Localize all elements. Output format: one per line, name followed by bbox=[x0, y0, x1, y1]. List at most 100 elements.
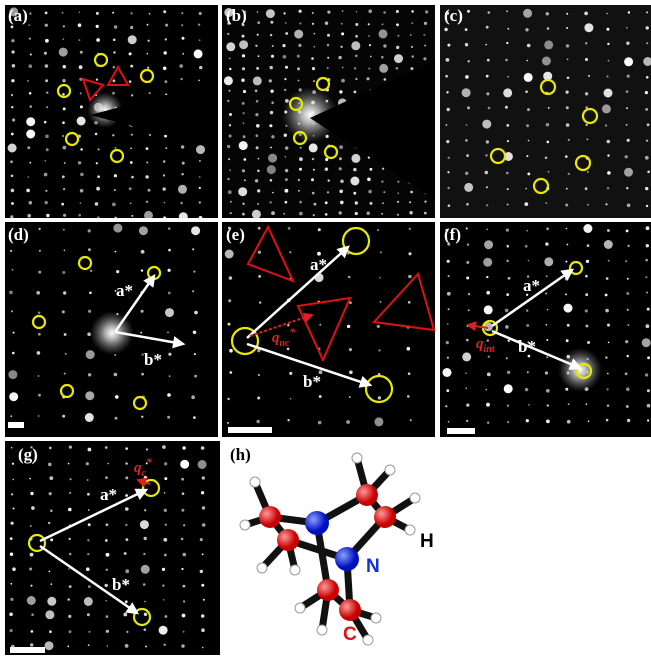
spot bbox=[547, 107, 550, 109]
spot bbox=[627, 244, 630, 247]
spot bbox=[67, 598, 70, 601]
spot bbox=[626, 354, 629, 358]
spot bbox=[161, 567, 166, 572]
spot bbox=[141, 372, 145, 376]
spot bbox=[467, 309, 470, 312]
spot bbox=[125, 569, 130, 574]
spot bbox=[11, 50, 15, 54]
spot bbox=[626, 292, 630, 295]
spot bbox=[485, 388, 488, 391]
spot bbox=[465, 372, 467, 375]
central-beam bbox=[282, 87, 338, 143]
spot bbox=[545, 275, 548, 278]
spot bbox=[125, 507, 129, 511]
spot bbox=[641, 338, 651, 348]
spot bbox=[144, 509, 147, 512]
spot bbox=[9, 537, 13, 540]
spot bbox=[242, 89, 247, 94]
spot bbox=[193, 49, 203, 59]
spot bbox=[285, 65, 288, 69]
spot bbox=[351, 41, 361, 51]
spot bbox=[447, 275, 450, 278]
spot bbox=[396, 213, 399, 216]
spot bbox=[95, 162, 98, 165]
spot bbox=[624, 155, 628, 159]
spot bbox=[11, 79, 15, 83]
spot bbox=[645, 226, 650, 231]
spot bbox=[257, 373, 260, 377]
spot bbox=[447, 242, 451, 246]
spot bbox=[487, 355, 490, 358]
spot bbox=[565, 106, 569, 110]
spot bbox=[466, 338, 469, 342]
triangle bbox=[106, 64, 130, 86]
spot bbox=[524, 202, 529, 207]
spot bbox=[28, 200, 33, 205]
spot bbox=[62, 65, 66, 69]
spot bbox=[296, 54, 300, 58]
spot bbox=[507, 75, 510, 78]
spot bbox=[313, 45, 316, 48]
spot bbox=[383, 11, 386, 14]
spot bbox=[145, 147, 149, 151]
spot bbox=[87, 492, 90, 496]
spot bbox=[525, 293, 529, 296]
spot bbox=[486, 275, 489, 279]
spot bbox=[104, 583, 108, 588]
spot bbox=[162, 174, 166, 177]
spot bbox=[587, 341, 591, 344]
spot bbox=[130, 133, 133, 136]
spot bbox=[646, 42, 649, 45]
panel-label: (h) bbox=[230, 445, 251, 464]
spot bbox=[181, 24, 184, 27]
spot bbox=[181, 36, 185, 40]
spot bbox=[377, 229, 380, 232]
spot bbox=[486, 228, 489, 231]
spot bbox=[327, 33, 330, 37]
spot bbox=[26, 596, 36, 605]
spot bbox=[645, 26, 649, 30]
spot bbox=[545, 12, 549, 16]
spot bbox=[327, 179, 330, 182]
spot bbox=[229, 67, 232, 71]
spot bbox=[48, 570, 51, 573]
spot bbox=[507, 339, 510, 342]
spot bbox=[350, 176, 360, 186]
spot bbox=[64, 352, 67, 355]
spot bbox=[139, 520, 149, 530]
spot bbox=[80, 148, 83, 151]
spot bbox=[645, 186, 649, 191]
q-label: qc* bbox=[134, 455, 153, 479]
spot bbox=[466, 154, 469, 158]
panel-label: (c) bbox=[444, 6, 463, 25]
spot bbox=[467, 9, 470, 13]
spot bbox=[97, 216, 100, 219]
spot bbox=[625, 90, 629, 93]
spot bbox=[201, 583, 205, 587]
spot bbox=[353, 191, 357, 195]
spot bbox=[130, 12, 133, 15]
spot bbox=[229, 169, 231, 172]
spot bbox=[411, 55, 415, 58]
spot bbox=[124, 582, 127, 586]
spot bbox=[125, 462, 128, 465]
spot bbox=[607, 259, 610, 262]
spot bbox=[506, 41, 509, 45]
spot bbox=[626, 203, 631, 208]
spot bbox=[255, 124, 260, 128]
panel-label: (d) bbox=[8, 225, 29, 244]
q-superscript: * bbox=[146, 455, 153, 469]
spot bbox=[355, 10, 358, 13]
spot bbox=[148, 133, 152, 137]
spot bbox=[83, 597, 93, 606]
spot bbox=[271, 54, 274, 58]
spot bbox=[145, 175, 149, 179]
spot bbox=[125, 476, 129, 480]
spot bbox=[10, 597, 14, 602]
spot bbox=[584, 11, 588, 16]
spot bbox=[425, 10, 429, 14]
spot bbox=[11, 268, 14, 271]
spot bbox=[85, 462, 89, 466]
spot bbox=[601, 104, 611, 114]
spot bbox=[566, 12, 569, 15]
